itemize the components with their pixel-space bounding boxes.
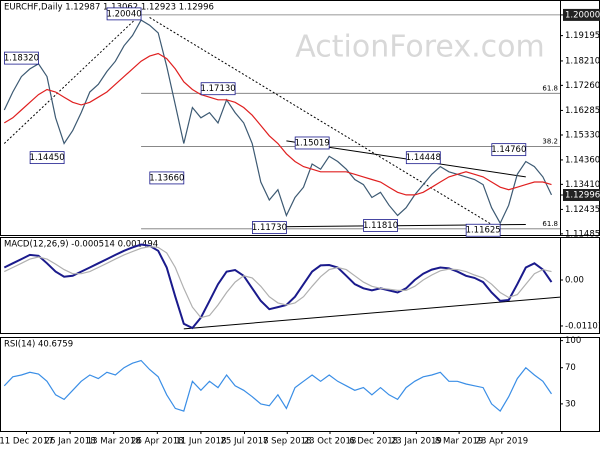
- price-annotation-box: [106, 7, 142, 21]
- x-tick-label: 7 Sep 2018: [263, 437, 311, 447]
- panel-title: MACD(12,26,9) -0.000514 0.001494: [4, 240, 158, 250]
- y-tick-label: 1.16285: [565, 106, 600, 116]
- series-line: [3, 359, 552, 413]
- level-label: 61.8: [542, 84, 558, 92]
- series-line: [4, 245, 552, 319]
- panel-title: RSI(14) 40.6759: [4, 340, 73, 350]
- x-tick-label: 23 Jan 2019: [391, 437, 442, 447]
- price-annotation-box: [252, 221, 287, 234]
- y-tick-label: 1.18210: [565, 56, 600, 66]
- price-annotation: 1.17130: [201, 84, 236, 94]
- price-annotation: 1.11730: [252, 223, 287, 233]
- x-tick-label: 26 Jan 2018: [45, 437, 96, 447]
- x-tick-label: 11 Dec 2017: [0, 437, 54, 447]
- y-tick-label: 100: [565, 336, 581, 346]
- y-tick-label: 1.12435: [565, 205, 600, 215]
- price-annotation-box: [491, 143, 527, 157]
- price-annotation-box: [405, 151, 441, 165]
- price-annotation: 1.14448: [406, 153, 441, 163]
- y-tick-label: 30: [565, 399, 576, 409]
- trend-line: [149, 17, 501, 231]
- y-tick-label: 1.13410: [565, 180, 600, 190]
- price-annotation: 1.18320: [4, 54, 39, 64]
- level-label: 38.2: [542, 138, 558, 146]
- price-annotation-box: [363, 219, 398, 232]
- watermark: ActionForex.com: [295, 30, 544, 65]
- price-annotation: 1.15019: [295, 138, 330, 148]
- price-annotation: 1.14450: [30, 153, 65, 163]
- price-annotation: 1.13660: [149, 173, 184, 183]
- y-tick-label: 1.17260: [565, 81, 600, 91]
- price-annotation-box: [200, 82, 236, 96]
- level-label: 61.8: [542, 220, 558, 228]
- price-tag: [563, 8, 600, 21]
- y-tick-label: 1.11485: [565, 229, 600, 239]
- trend-line: [183, 296, 561, 330]
- price-annotation: 1.11625: [466, 226, 501, 236]
- y-tick-label: 70: [565, 363, 576, 373]
- y-tick-label: 1.15330: [565, 130, 600, 140]
- x-tick-label: 6 Dec 2018: [349, 437, 398, 447]
- price-annotation: 1.14760: [491, 145, 526, 155]
- y-tick-label: 1.20000: [565, 10, 600, 20]
- price-annotation-box: [465, 223, 501, 237]
- price-annotation-box: [149, 171, 185, 185]
- x-tick-label: 8 Mar 2019: [435, 437, 483, 447]
- x-tick-label: 11 Jun 2018: [175, 437, 226, 447]
- y-tick-label: 1.14360: [565, 155, 600, 165]
- series-line: [3, 19, 553, 225]
- trend-line: [3, 13, 142, 144]
- price-annotation-box: [29, 151, 65, 165]
- price-annotation: 1.20040: [106, 9, 141, 19]
- price-annotation-box: [4, 51, 39, 65]
- price-annotation: 1.11810: [363, 221, 398, 231]
- series-line: [3, 52, 552, 196]
- y-tick-label: 1.19195: [565, 31, 600, 41]
- x-tick-label: 26 Apr 2018: [131, 437, 184, 447]
- x-tick-label: 13 Mar 2018: [87, 437, 141, 447]
- x-tick-label: 23 Oct 2018: [304, 437, 357, 447]
- series-line: [3, 243, 553, 330]
- y-tick-label: -0.011015: [565, 321, 600, 331]
- price-tag: [563, 188, 600, 201]
- y-tick-label: 0.00: [565, 275, 584, 285]
- x-tick-label: 23 Apr 2019: [476, 437, 529, 447]
- price-annotation-box: [294, 136, 330, 150]
- x-tick-label: 25 Jul 2018: [220, 437, 268, 447]
- y-tick-label: 1.12996: [565, 190, 600, 200]
